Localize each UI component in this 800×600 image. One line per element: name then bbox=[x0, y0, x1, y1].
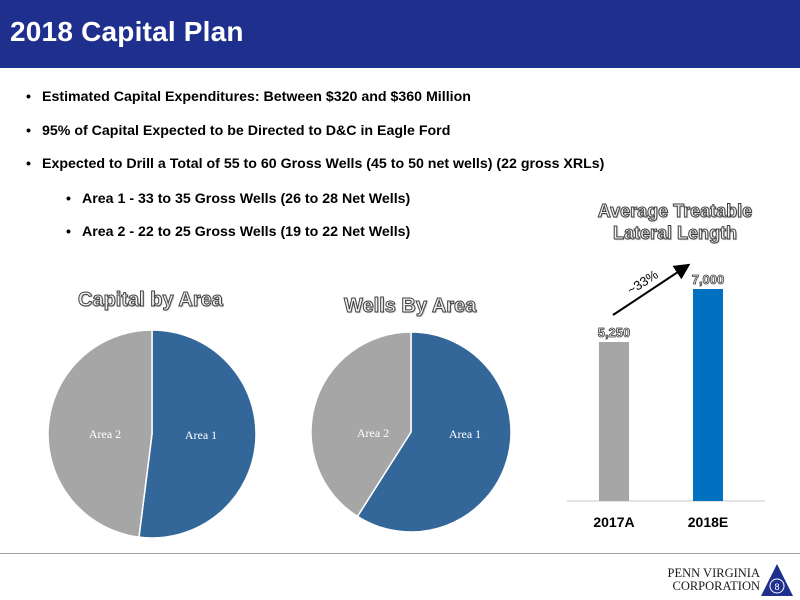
slice-label: Area 2 bbox=[357, 426, 389, 440]
slice-area2 bbox=[47, 329, 153, 539]
growth-annotation: ~33% bbox=[624, 267, 661, 298]
company-logo: PENN VIRGINIA CORPORATION 8 bbox=[660, 563, 800, 600]
page-number: 8 bbox=[774, 582, 779, 592]
bullet-dot: • bbox=[26, 123, 31, 139]
bullet-item: • Estimated Capital Expenditures: Between… bbox=[26, 89, 471, 105]
slice-area2 bbox=[310, 331, 412, 518]
logo-line1: PENN VIRGINIA bbox=[667, 566, 760, 580]
capital-pie-chart: Area 1 Area 2 bbox=[47, 329, 257, 539]
lateral-chart-title: Average Treatable Lateral Length bbox=[597, 201, 753, 244]
bullet-text: 95% of Capital Expected to be Directed t… bbox=[42, 123, 451, 139]
bullet-dot: • bbox=[26, 156, 31, 172]
lateral-bar-chart: 5,250 2017A 7,000 2018E ~33% bbox=[567, 263, 765, 530]
wells-chart-title: Wells By Area bbox=[343, 295, 477, 318]
x-tick-label: 2018E bbox=[688, 514, 728, 530]
growth-arrow bbox=[612, 263, 691, 316]
title-bar: 2018 Capital Plan bbox=[0, 0, 800, 68]
slice-area1 bbox=[138, 329, 257, 539]
page-title: 2018 Capital Plan bbox=[10, 16, 244, 47]
x-tick-label: 2017A bbox=[593, 514, 634, 530]
bullet-text: Area 1 - 33 to 35 Gross Wells (26 to 28 … bbox=[82, 191, 411, 207]
capital-chart-title: Capital by Area bbox=[78, 289, 224, 312]
bullet-dot: • bbox=[26, 89, 31, 105]
slice-label: Area 1 bbox=[185, 428, 217, 442]
bullet-text: Estimated Capital Expenditures: Between … bbox=[42, 89, 471, 105]
bullet-item: • 95% of Capital Expected to be Directed … bbox=[26, 123, 451, 139]
bullet-text: Expected to Drill a Total of 55 to 60 Gr… bbox=[42, 156, 605, 172]
bar-2017A bbox=[599, 342, 629, 501]
slice-area1 bbox=[356, 331, 512, 533]
bullet-text: Area 2 - 22 to 25 Gross Wells (19 to 22 … bbox=[82, 224, 411, 240]
logo-triangle-icon: 8 bbox=[761, 564, 793, 596]
sub-bullet-item: • Area 2 - 22 to 25 Gross Wells (19 to 22… bbox=[66, 224, 411, 240]
slice-label: Area 1 bbox=[449, 427, 481, 441]
slice-label: Area 2 bbox=[89, 427, 121, 441]
logo-line2: CORPORATION bbox=[672, 579, 760, 593]
footer-divider bbox=[0, 553, 800, 554]
bar-value-label: 5,250 bbox=[598, 325, 631, 340]
bullet-dot: • bbox=[66, 191, 71, 207]
bullet-list: • Estimated Capital Expenditures: Between… bbox=[0, 0, 800, 260]
sub-bullet-item: • Area 1 - 33 to 35 Gross Wells (26 to 28… bbox=[66, 191, 411, 207]
wells-pie-chart: Area 1 Area 2 bbox=[310, 331, 512, 533]
bar-value-label: 7,000 bbox=[692, 272, 725, 287]
bar-2018E bbox=[693, 289, 723, 501]
bullet-dot: • bbox=[66, 224, 71, 240]
bullet-item: • Expected to Drill a Total of 55 to 60 G… bbox=[26, 156, 605, 172]
